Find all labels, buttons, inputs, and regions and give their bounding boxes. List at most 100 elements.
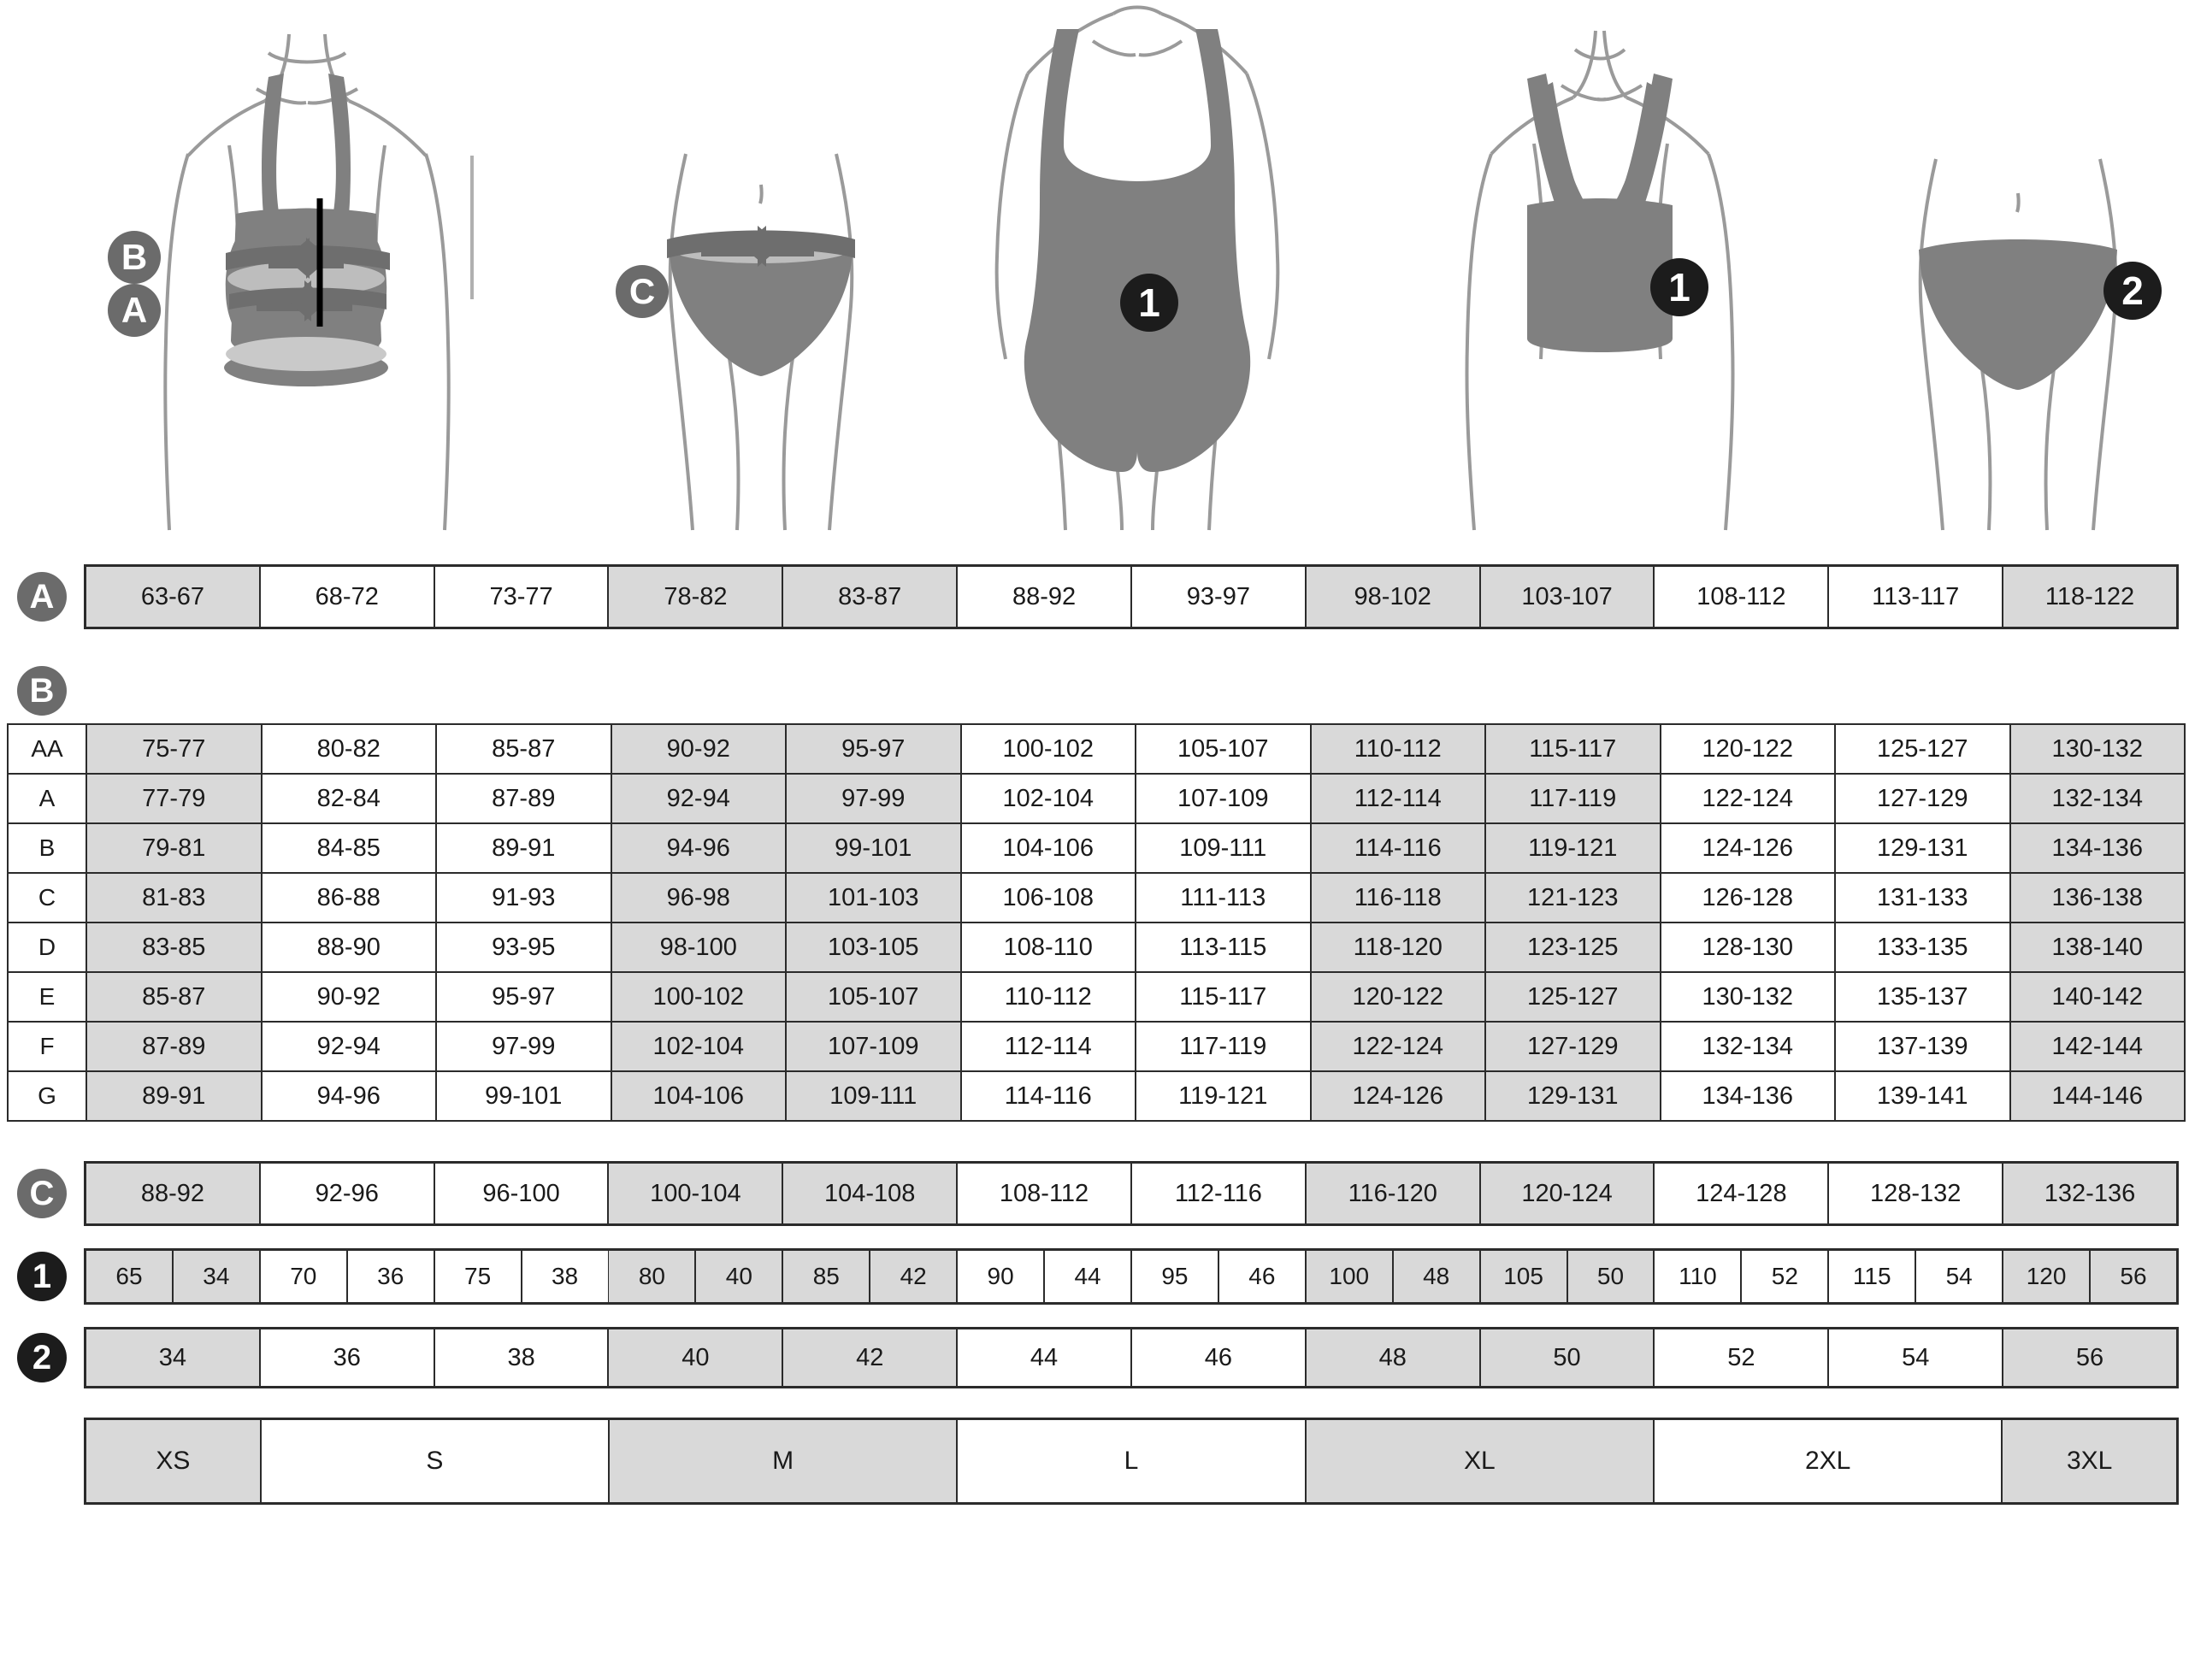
bust-cell: 119-121 bbox=[1135, 1070, 1312, 1122]
underbust-cell: 118-122 bbox=[2003, 567, 2176, 627]
bust-cell: 104-106 bbox=[959, 822, 1136, 874]
bust-cell: 93-95 bbox=[435, 922, 612, 973]
cup-label: F bbox=[7, 1021, 87, 1072]
bust-cell: 79-81 bbox=[86, 822, 263, 874]
bust-measure-figure: B A bbox=[86, 0, 530, 564]
one-piece-svg bbox=[994, 5, 1280, 531]
badge-a-underbust: A bbox=[108, 284, 161, 337]
badge-b: B bbox=[17, 666, 67, 716]
size-pair-group: 90 44 bbox=[958, 1251, 1132, 1302]
bikini-top-figure: 1 bbox=[1402, 0, 1796, 564]
bust-cell: 89-91 bbox=[86, 1070, 263, 1122]
bikini-bottom-figure: 2 bbox=[1847, 0, 2189, 564]
bust-cell: 134-136 bbox=[1659, 1070, 1836, 1122]
bust-cell: 112-114 bbox=[959, 1021, 1136, 1072]
numeric-size-cell: 40 bbox=[696, 1251, 782, 1302]
hip-cell: 116-120 bbox=[1306, 1164, 1481, 1223]
numeric-size-cell: 42 bbox=[870, 1251, 957, 1302]
bust-cell: 102-104 bbox=[959, 773, 1136, 824]
bust-cell: 117-119 bbox=[1135, 1021, 1312, 1072]
badge-b-overbust: B bbox=[108, 231, 161, 284]
row-c-badge-cell: C bbox=[0, 1169, 84, 1218]
bust-cell: 138-140 bbox=[2009, 922, 2186, 973]
row-one-strip: 65 34 70 36 75 38 80 40 85 42 90 44 95 46 100 48 105 50 11… bbox=[84, 1248, 2179, 1305]
numeric-size-cell: 56 bbox=[2091, 1251, 2176, 1302]
bust-cell: 109-111 bbox=[1135, 822, 1312, 874]
international-size-cell: 2XL bbox=[1654, 1420, 2003, 1502]
bust-cell: 126-128 bbox=[1659, 872, 1836, 923]
bust-cell: 94-96 bbox=[260, 1070, 437, 1122]
bust-cell: 127-129 bbox=[1484, 1021, 1661, 1072]
bust-cell: 83-85 bbox=[86, 922, 263, 973]
size-pair-group: 120 56 bbox=[2003, 1251, 2176, 1302]
row-c: C 88-92 92-96 96-100 100-104 104-108 108-112 1… bbox=[0, 1161, 2189, 1226]
bust-cell: 100-102 bbox=[959, 723, 1136, 775]
cup-label: AA bbox=[7, 723, 87, 775]
table-row: D 83-85 88-90 93-95 98-100 103-105 108-110 113-… bbox=[7, 922, 2186, 973]
bust-cell: 123-125 bbox=[1484, 922, 1661, 973]
hip-cell: 104-108 bbox=[783, 1164, 959, 1223]
table-row: F 87-89 92-94 97-99 102-104 107-109 112-114 117… bbox=[7, 1021, 2186, 1072]
bust-cell: 115-117 bbox=[1135, 971, 1312, 1023]
bottom-size-cell: 54 bbox=[1829, 1329, 2004, 1386]
bust-cell: 127-129 bbox=[1834, 773, 2011, 824]
bottom-size-cell: 34 bbox=[86, 1329, 261, 1386]
band-size-cell: 75 bbox=[434, 1251, 522, 1302]
bust-cell: 96-98 bbox=[610, 872, 787, 923]
table-row: E 85-87 90-92 95-97 100-102 105-107 110-112 115… bbox=[7, 971, 2186, 1023]
band-size-cell: 80 bbox=[609, 1251, 697, 1302]
row-c-strip: 88-92 92-96 96-100 100-104 104-108 108-112 112… bbox=[84, 1161, 2179, 1226]
bust-cell: 132-134 bbox=[2009, 773, 2186, 824]
numeric-size-cell: 46 bbox=[1218, 1251, 1305, 1302]
bust-cell: 110-112 bbox=[1309, 723, 1486, 775]
row-a: A 63-67 68-72 73-77 78-82 83-87 88-92 93-97 98-… bbox=[0, 564, 2189, 629]
bust-cell: 92-94 bbox=[260, 1021, 437, 1072]
bust-cell: 85-87 bbox=[435, 723, 612, 775]
hip-cell: 88-92 bbox=[86, 1164, 261, 1223]
bust-cell: 105-107 bbox=[785, 971, 962, 1023]
bust-cell: 86-88 bbox=[260, 872, 437, 923]
bust-cell: 129-131 bbox=[1484, 1070, 1661, 1122]
row-a-strip: 63-67 68-72 73-77 78-82 83-87 88-92 93-97 98-10… bbox=[84, 564, 2179, 629]
international-size-cell: XL bbox=[1306, 1420, 1655, 1502]
row-two-badge-cell: 2 bbox=[0, 1333, 84, 1382]
underbust-cell: 63-67 bbox=[86, 567, 261, 627]
bust-cell: 92-94 bbox=[610, 773, 787, 824]
bust-cell: 89-91 bbox=[435, 822, 612, 874]
bust-cell: 103-105 bbox=[785, 922, 962, 973]
size-pair-group: 95 46 bbox=[1131, 1251, 1307, 1302]
numeric-size-cell: 38 bbox=[522, 1251, 608, 1302]
numeric-size-cell: 52 bbox=[1742, 1251, 1828, 1302]
bust-cell: 80-82 bbox=[260, 723, 437, 775]
hip-cell: 124-128 bbox=[1655, 1164, 1830, 1223]
bust-cell: 115-117 bbox=[1484, 723, 1661, 775]
international-size-cell: 3XL bbox=[2003, 1420, 2176, 1502]
bust-cell: 122-124 bbox=[1309, 1021, 1486, 1072]
row-a-badge-cell: A bbox=[0, 572, 84, 622]
badge-1: 1 bbox=[17, 1252, 67, 1301]
band-size-cell: 110 bbox=[1655, 1251, 1743, 1302]
numeric-size-cell: 34 bbox=[173, 1251, 259, 1302]
size-pair-group: 110 52 bbox=[1655, 1251, 1830, 1302]
bottom-size-cell: 52 bbox=[1655, 1329, 1830, 1386]
badge-1-swimsuit: 1 bbox=[1120, 274, 1178, 332]
bust-cell: 136-138 bbox=[2009, 872, 2186, 923]
bust-cell: 98-100 bbox=[610, 922, 787, 973]
bust-cell: 128-130 bbox=[1659, 922, 1836, 973]
cup-label: C bbox=[7, 872, 87, 923]
numeric-size-cell: 36 bbox=[347, 1251, 434, 1302]
band-size-cell: 65 bbox=[86, 1251, 174, 1302]
band-size-cell: 95 bbox=[1131, 1251, 1219, 1302]
international-size-cell: M bbox=[610, 1420, 959, 1502]
badge-c: C bbox=[17, 1169, 67, 1218]
bust-cell: 106-108 bbox=[959, 872, 1136, 923]
size-pair-group: 80 40 bbox=[609, 1251, 784, 1302]
underbust-cell: 88-92 bbox=[958, 567, 1132, 627]
bust-cell: 75-77 bbox=[86, 723, 263, 775]
band-size-cell: 85 bbox=[783, 1251, 871, 1302]
bust-cell: 90-92 bbox=[260, 971, 437, 1023]
bust-cell: 120-122 bbox=[1309, 971, 1486, 1023]
hip-cell: 108-112 bbox=[958, 1164, 1132, 1223]
size-pair-group: 65 34 bbox=[86, 1251, 261, 1302]
badge-1-top: 1 bbox=[1650, 258, 1708, 316]
